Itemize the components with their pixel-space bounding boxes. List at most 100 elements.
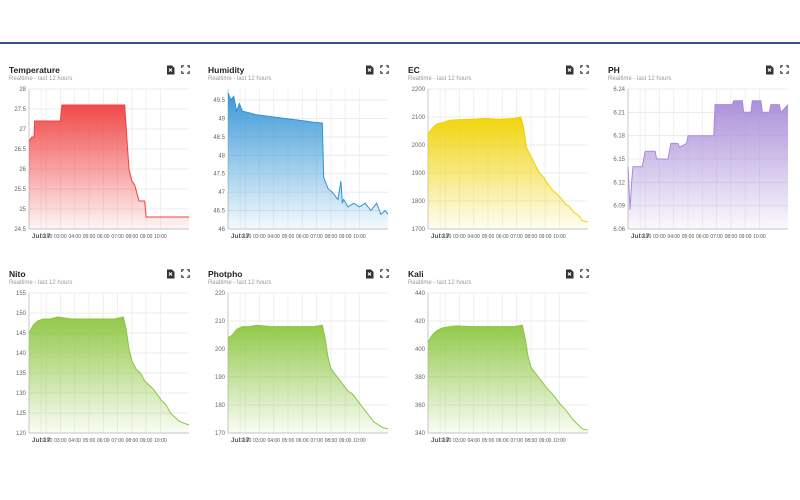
x-tick-label: 02:00	[40, 438, 53, 444]
y-tick-label: 1800	[412, 199, 426, 205]
export-button[interactable]	[764, 64, 775, 75]
series-area	[29, 317, 189, 433]
x-tick-label: 04:00	[467, 438, 480, 444]
header-divider	[0, 42, 800, 44]
x-tick-label: 04:00	[667, 234, 680, 240]
export-button[interactable]	[364, 64, 375, 75]
y-tick-label: 25.5	[14, 187, 26, 193]
expand-icon	[181, 269, 190, 278]
y-tick-label: 46	[218, 227, 225, 233]
y-tick-label: 155	[16, 291, 27, 297]
x-tick-label: 04:00	[267, 234, 280, 240]
expand-icon	[780, 65, 789, 74]
x-tick-label: Jul 17	[32, 233, 51, 240]
x-tick-label: 02:00	[639, 234, 652, 240]
export-button[interactable]	[165, 268, 176, 279]
x-tick-label: Jul 17	[431, 437, 450, 444]
chart-panel-kali: Kali Realtime - last 12 hours 340 360 380 400…	[406, 256, 591, 456]
y-tick-label: 27	[19, 127, 26, 133]
y-tick-label: 48.5	[213, 135, 225, 141]
y-tick-label: 1900	[412, 171, 426, 177]
series-area	[428, 117, 588, 229]
x-tick-label: 03:00	[54, 438, 67, 444]
fullscreen-button[interactable]	[579, 268, 590, 279]
series-area	[228, 325, 388, 433]
fullscreen-button[interactable]	[379, 268, 390, 279]
export-button[interactable]	[364, 268, 375, 279]
panel-title: Temperature	[9, 65, 60, 75]
x-tick-label: 04:00	[267, 438, 280, 444]
export-button[interactable]	[165, 64, 176, 75]
x-tick-label: 07:00	[510, 234, 523, 240]
document-export-icon	[365, 269, 374, 279]
chart-panel-photpho: Photpho Realtime - last 12 hours 170 180 190…	[206, 256, 391, 456]
y-tick-label: 25	[19, 207, 26, 213]
y-tick-label: 190	[215, 375, 226, 381]
fullscreen-button[interactable]	[379, 64, 390, 75]
fullscreen-button[interactable]	[579, 64, 590, 75]
panel-subtitle: Realtime - last 12 hours	[9, 76, 73, 82]
series-line	[427, 116, 589, 223]
export-button[interactable]	[564, 268, 575, 279]
y-tick-label: 125	[16, 411, 27, 417]
panel-title: EC	[408, 65, 420, 75]
document-export-icon	[765, 65, 774, 75]
x-tick-label: 06:00	[97, 438, 110, 444]
y-tick-label: 6.09	[613, 204, 625, 210]
fullscreen-button[interactable]	[180, 268, 191, 279]
y-tick-label: 360	[415, 403, 426, 409]
document-export-icon	[166, 65, 175, 75]
series-line	[28, 316, 190, 426]
x-tick-label: 10:00	[154, 234, 167, 240]
x-tick-label: Jul 17	[231, 233, 250, 240]
y-tick-label: 145	[16, 331, 27, 337]
export-button[interactable]	[564, 64, 575, 75]
y-tick-label: 400	[415, 347, 426, 353]
x-tick-label: 07:00	[111, 234, 124, 240]
document-export-icon	[166, 269, 175, 279]
y-tick-label: 340	[415, 431, 426, 437]
x-tick-label: 06:00	[296, 234, 309, 240]
x-tick-label: 10:00	[353, 234, 366, 240]
fullscreen-button[interactable]	[180, 64, 191, 75]
x-tick-label: 09:00	[539, 438, 552, 444]
x-tick-label: 05:00	[282, 438, 295, 444]
x-tick-label: 03:00	[653, 234, 666, 240]
x-tick-label: 10:00	[553, 234, 566, 240]
x-tick-label: 10:00	[154, 438, 167, 444]
panel-title: Photpho	[208, 269, 243, 279]
series-line	[227, 92, 389, 216]
y-tick-label: 140	[16, 351, 27, 357]
panel-title: Nito	[9, 269, 26, 279]
x-tick-label: 07:00	[310, 438, 323, 444]
x-tick-label: 10:00	[553, 438, 566, 444]
series-area	[628, 100, 788, 229]
panel-subtitle: Realtime - last 12 hours	[9, 280, 73, 286]
x-tick-label: 06:00	[496, 234, 509, 240]
x-tick-label: 05:00	[282, 234, 295, 240]
fullscreen-button[interactable]	[779, 64, 790, 75]
document-export-icon	[365, 65, 374, 75]
x-tick-label: 06:00	[97, 234, 110, 240]
x-tick-label: 08:00	[725, 234, 738, 240]
x-tick-label: Jul 17	[231, 437, 250, 444]
x-tick-label: 02:00	[439, 234, 452, 240]
x-tick-label: 10:00	[753, 234, 766, 240]
panel-subtitle: Realtime - last 12 hours	[208, 280, 272, 286]
chart-panel-temperature: Temperature Realtime - last 12 hours 24.5 2…	[7, 52, 192, 252]
y-tick-label: 49	[218, 116, 225, 122]
x-tick-label: 02:00	[239, 438, 252, 444]
y-tick-label: 150	[16, 311, 27, 317]
expand-icon	[181, 65, 190, 74]
panel-title: Humidity	[208, 65, 245, 75]
x-tick-label: 08:00	[525, 438, 538, 444]
x-tick-label: Jul 17	[431, 233, 450, 240]
y-tick-label: 47	[218, 190, 225, 196]
document-export-icon	[565, 65, 574, 75]
y-tick-label: 6.15	[613, 157, 625, 163]
y-tick-label: 6.12	[613, 180, 625, 186]
x-tick-label: 07:00	[111, 438, 124, 444]
